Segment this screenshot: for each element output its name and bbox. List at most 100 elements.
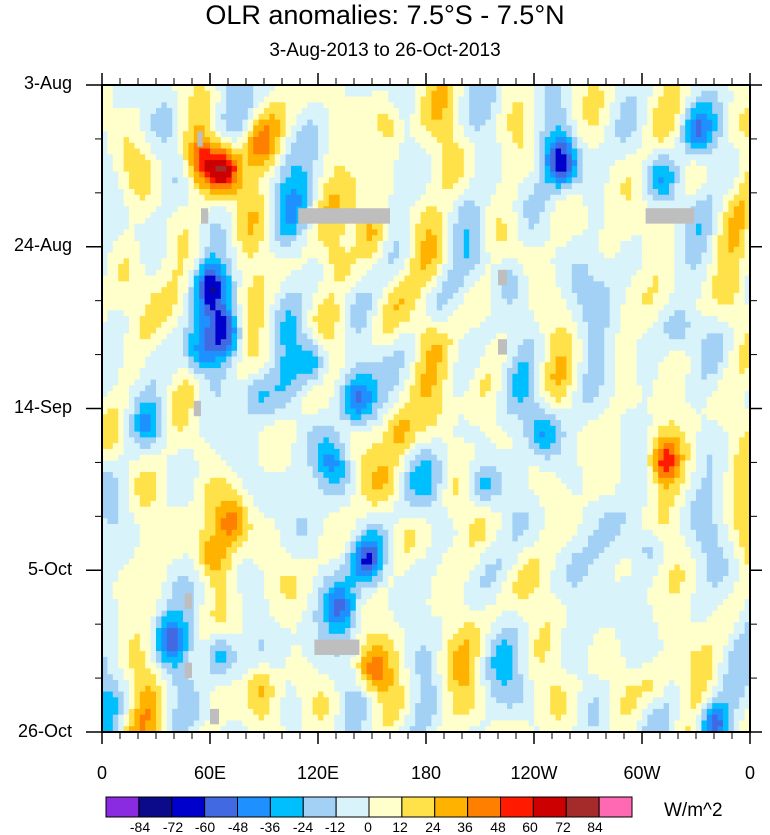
field-cell (501, 246, 508, 254)
field-cell (226, 321, 233, 329)
field-cell (593, 264, 600, 271)
field-cell (706, 108, 713, 115)
field-cell (690, 142, 697, 150)
field-cell (334, 113, 341, 121)
field-cell (598, 304, 605, 311)
field-cell (696, 96, 702, 103)
field-cell (415, 292, 422, 300)
field-cell (501, 183, 508, 190)
field-cell (188, 298, 195, 306)
field-cell (382, 304, 389, 311)
field-cell (253, 165, 260, 173)
field-cell (555, 160, 562, 167)
field-cell (193, 316, 200, 323)
field-cell (744, 125, 750, 132)
field-cell (123, 264, 130, 271)
field-cell (404, 310, 411, 317)
field-cell (501, 131, 508, 138)
field-cell (463, 217, 470, 225)
field-cell (636, 310, 643, 317)
field-cell (339, 102, 346, 109)
field-cell (264, 96, 270, 103)
field-cell (604, 154, 611, 161)
field-cell (274, 264, 281, 271)
field-cell (112, 316, 119, 323)
field-cell (631, 252, 638, 259)
field-cell (318, 165, 324, 173)
field-cell (674, 298, 681, 306)
field-cell (436, 125, 443, 132)
field-cell (463, 235, 470, 242)
field-cell (237, 102, 243, 109)
field-cell (690, 171, 697, 179)
field-cell (669, 223, 675, 231)
field-cell (566, 183, 573, 190)
field-cell (717, 183, 724, 190)
field-cell (350, 183, 357, 190)
field-cell (431, 90, 438, 98)
field-cell (701, 113, 708, 121)
field-cell (474, 148, 481, 155)
field-cell (372, 240, 378, 248)
field-cell (647, 246, 654, 254)
field-cell (588, 85, 594, 92)
field-cell (355, 125, 362, 132)
field-cell (582, 154, 589, 161)
field-cell (350, 171, 357, 179)
field-cell (723, 246, 729, 254)
field-cell (161, 148, 168, 155)
field-cell (523, 160, 530, 167)
field-cell (631, 292, 638, 300)
field-cell (307, 281, 314, 288)
field-cell (118, 235, 125, 242)
field-cell (625, 223, 632, 231)
field-cell (685, 316, 692, 323)
field-cell (285, 264, 292, 271)
field-cell (658, 223, 665, 231)
field-cell (550, 229, 557, 236)
field-cell (696, 194, 702, 202)
field-cell (318, 287, 324, 294)
field-cell (647, 90, 654, 98)
field-cell (118, 269, 125, 277)
field-cell (183, 223, 189, 231)
field-cell (669, 304, 675, 311)
field-cell (571, 148, 578, 155)
field-cell (431, 252, 438, 259)
field-cell (701, 217, 708, 225)
field-cell (210, 252, 216, 259)
field-cell (382, 165, 389, 173)
field-cell (593, 136, 600, 144)
field-cell (474, 252, 481, 259)
field-cell (307, 102, 314, 109)
field-cell (107, 125, 114, 132)
field-cell (258, 131, 265, 138)
field-cell (490, 96, 497, 103)
field-cell (312, 160, 319, 167)
field-cell (112, 217, 119, 225)
field-cell (150, 229, 157, 236)
field-cell (582, 90, 589, 98)
field-cell (204, 90, 211, 98)
field-cell (733, 188, 740, 196)
field-cell (172, 102, 179, 109)
field-cell (523, 194, 530, 202)
field-cell (517, 246, 524, 254)
field-cell (463, 269, 470, 277)
field-cell (150, 148, 157, 155)
field-cell (339, 235, 346, 242)
field-cell (723, 252, 729, 259)
field-cell (490, 160, 497, 167)
field-cell (350, 258, 357, 265)
field-cell (247, 258, 254, 265)
field-cell (723, 96, 729, 103)
field-cell (393, 240, 400, 248)
field-cell (102, 235, 108, 242)
field-cell (274, 188, 281, 196)
field-cell (609, 96, 616, 103)
field-cell (712, 142, 719, 150)
field-cell (307, 298, 314, 306)
field-cell (501, 316, 508, 323)
field-cell (188, 90, 195, 98)
field-cell (447, 258, 454, 265)
